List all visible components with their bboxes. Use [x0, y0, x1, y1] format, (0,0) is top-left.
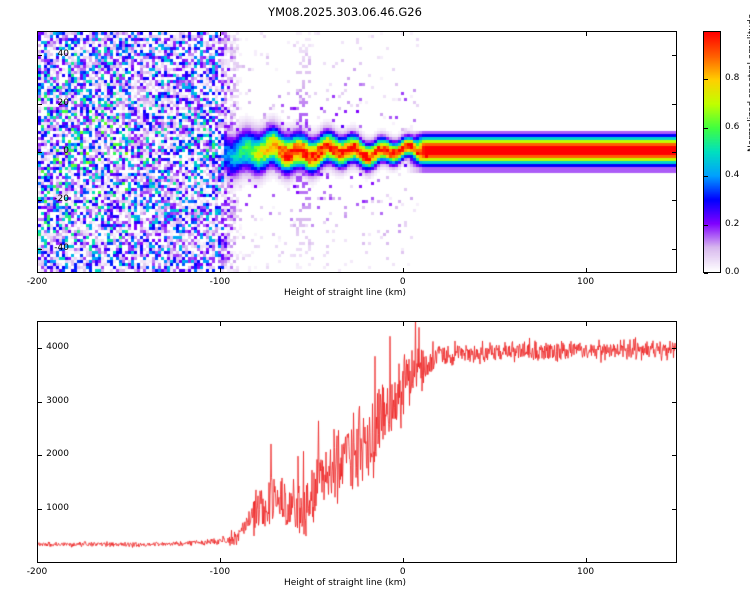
snr-ytick-3000: 3000 — [46, 395, 69, 406]
spectrogram-ytickmark--20 — [37, 200, 42, 202]
spectrogram-ytick-0: 0 — [63, 146, 69, 156]
colorbar-tickmark-0-2 — [704, 224, 708, 226]
spectrogram-ytickmark-r-20 — [672, 103, 677, 105]
snr-x-axis-label: Height of straight line (km) — [284, 578, 406, 588]
snr-xtickmark-top-100 — [585, 321, 587, 326]
snr-canvas — [38, 322, 676, 562]
snr-ytickmark-4000 — [37, 347, 42, 349]
snr-ytick-2000: 2000 — [46, 449, 69, 460]
snr-xtickmark-top--200 — [37, 321, 38, 326]
spectrogram-xtickmark-top--100 — [219, 31, 221, 36]
colorbar-tick-0-8: 0.8 — [725, 73, 740, 84]
snr-xtick--200: -200 — [26, 567, 48, 577]
snr-xtickmark-0 — [402, 558, 404, 563]
colorbar-tickmark-0-4 — [704, 176, 708, 178]
colorbar — [703, 31, 721, 273]
colorbar-tick-0-2: 0.2 — [725, 218, 740, 229]
colorbar-canvas — [704, 32, 720, 272]
snr-xtickmark--200 — [37, 558, 38, 563]
spectrogram-xtick-0: 0 — [399, 277, 406, 287]
snr-ytick-1000: 1000 — [46, 503, 69, 514]
spectrogram-ytickmark--40 — [37, 248, 42, 250]
snr-xtick-0: 0 — [399, 567, 406, 577]
snr-xtickmark-100 — [585, 558, 587, 563]
snr-xtickmark-top--100 — [219, 321, 221, 326]
spectrogram-xtickmark-top--200 — [37, 31, 38, 36]
spectrogram-xtickmark--100 — [219, 268, 221, 273]
spectrogram-ytick--40: -40 — [54, 242, 69, 253]
spectrogram-xtickmark-top-100 — [585, 31, 587, 36]
spectrogram-xtickmark--200 — [37, 268, 38, 273]
spectrogram-ytickmark-r--40 — [672, 248, 677, 250]
spectrogram-xtickmark-100 — [585, 268, 587, 273]
spectrogram-ytickmark-20 — [37, 103, 42, 105]
snr-xtick-100: 100 — [576, 567, 595, 577]
spectrogram-ytickmark-40 — [37, 55, 42, 57]
colorbar-tick-0-6: 0.6 — [725, 121, 740, 132]
snr-ytickmark-r-4000 — [672, 347, 677, 349]
spectrogram-ytickmark-r-40 — [672, 55, 677, 57]
colorbar-tick-0-0: 0.0 — [725, 267, 740, 277]
spectrogram-ytick-40: 40 — [57, 49, 69, 60]
spectrogram-ytickmark-r-0 — [672, 152, 677, 153]
snr-ytick-4000: 4000 — [46, 341, 69, 352]
snr-xtickmark--100 — [219, 558, 221, 563]
spectrogram-xtick-100: 100 — [576, 277, 595, 287]
page-title: YM08.2025.303.06.46.G26 — [268, 5, 422, 19]
spectrogram-xtick--200: -200 — [26, 277, 48, 287]
spectrogram-canvas — [38, 32, 676, 272]
snr-ytickmark-2000 — [37, 455, 42, 457]
snr-ytickmark-r-2000 — [672, 455, 677, 457]
snr-ytickmark-r-3000 — [672, 401, 677, 403]
snr-xtick--100: -100 — [209, 567, 231, 577]
spectrogram-ytick--20: -20 — [54, 194, 69, 205]
colorbar-tick-0-4: 0.4 — [725, 170, 740, 181]
colorbar-tickmark-0-6 — [704, 127, 708, 129]
snr-xtickmark-top-0 — [402, 321, 404, 326]
spectrogram-xtickmark-top-0 — [402, 31, 404, 36]
snr-ytickmark-r-1000 — [672, 509, 677, 511]
spectrogram-ytickmark-0 — [37, 152, 42, 153]
snr-panel — [37, 321, 677, 563]
spectrogram-ytick-20: 20 — [57, 97, 69, 108]
colorbar-tickmark-0-0 — [704, 273, 708, 274]
spectrogram-xtick--100: -100 — [209, 277, 231, 287]
spectrogram-xtickmark-0 — [402, 268, 404, 273]
spectrogram-ytickmark-r--20 — [672, 200, 677, 202]
colorbar-tickmark-0-8 — [704, 79, 708, 81]
spectrogram-panel — [37, 31, 677, 273]
snr-ytickmark-1000 — [37, 509, 42, 511]
spectrogram-x-axis-label: Height of straight line (km) — [284, 288, 406, 298]
snr-ytickmark-3000 — [37, 401, 42, 403]
